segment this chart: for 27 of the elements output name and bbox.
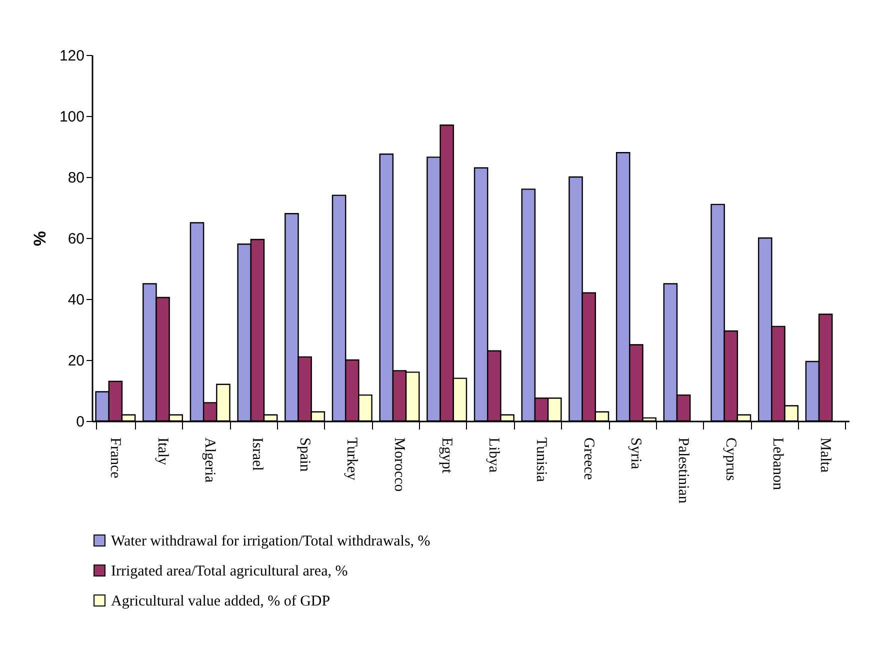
x-tick-label: Syria bbox=[628, 438, 644, 470]
y-tick-label: 0 bbox=[76, 414, 84, 430]
x-tick-label: France bbox=[106, 438, 123, 479]
legend-label: Water withdrawal for irrigation/Total withdrawals, % bbox=[111, 534, 430, 550]
x-tick-label: Israel bbox=[248, 438, 265, 471]
y-tick-label: 120 bbox=[59, 48, 84, 64]
x-tick-label: Cyprus bbox=[722, 438, 738, 481]
x-tick-label: Egypt bbox=[438, 438, 454, 474]
x-tick-label: Algeria bbox=[202, 438, 218, 483]
y-tick-label: 80 bbox=[68, 170, 84, 186]
y-tick-label: 100 bbox=[59, 108, 84, 126]
x-tick-label: Morocco bbox=[390, 438, 407, 492]
y-tick-label: 40 bbox=[68, 292, 84, 308]
x-tick-label: Tunisia bbox=[533, 438, 550, 482]
x-tick-label: Malta bbox=[817, 438, 834, 473]
x-tick-label: Palestinian bbox=[675, 438, 692, 504]
x-tick-label: Libya bbox=[486, 438, 502, 473]
legend-label: Irrigated area/Total agricultural area, % bbox=[111, 564, 348, 580]
y-tick-label: 20 bbox=[68, 352, 84, 370]
x-tick-label: Turkey bbox=[344, 438, 360, 481]
y-axis-title: % bbox=[30, 230, 50, 246]
x-tick-label: Lebanon bbox=[770, 438, 786, 490]
x-tick-label: Greece bbox=[580, 438, 596, 480]
x-tick-label: Spain bbox=[296, 438, 312, 472]
x-tick-label: Italy bbox=[154, 438, 170, 466]
legend-label: Agricultural value added, % of GDP bbox=[111, 594, 330, 610]
y-tick-label: 60 bbox=[68, 230, 84, 248]
